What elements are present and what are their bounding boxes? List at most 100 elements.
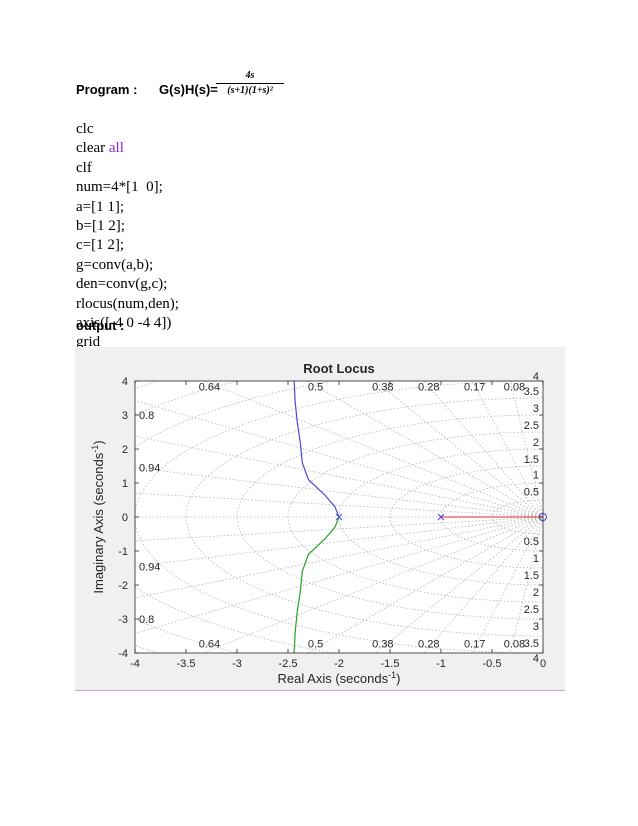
damping-label-top: 0.17 [464, 382, 485, 394]
grid-group [135, 381, 543, 653]
y-tick-label: -3 [118, 614, 128, 626]
frequency-label: 3 [533, 621, 539, 633]
y-axis-label-superscript: -1 [90, 445, 100, 453]
grid-damping-ray [135, 516, 543, 599]
frequency-label: 3.5 [524, 386, 539, 398]
damping-label-left: 0.94 [139, 463, 160, 475]
frequency-label: 2 [533, 437, 539, 449]
y-axis-label-close: ) [91, 440, 106, 444]
damping-label-bottom: 0.17 [464, 638, 485, 650]
x-tick-label: -0.5 [483, 658, 502, 670]
grid-frequency-circle [389, 465, 543, 569]
grid-damping-ray [306, 516, 543, 653]
y-tick-label: -2 [118, 580, 128, 592]
code-text: axis([-4 0 -4 4]) [76, 314, 172, 331]
grid-damping-ray [135, 400, 543, 518]
grid-damping-ray [509, 516, 543, 653]
code-line: b=[1 2]; [76, 217, 179, 236]
chart-title: Root Locus [303, 361, 375, 376]
code-text: clear [76, 140, 109, 157]
root-locus-figure: -4 -3.5 -3 -2.5 -2 -1.5 -1 -0.5 0 4 3 2 1 0 -1 -2 -3 -4 0.… [75, 347, 565, 691]
x-tick-label: -3 [232, 658, 242, 670]
x-tick-label: 0 [540, 658, 546, 670]
y-tick-label: 3 [122, 410, 128, 422]
code-text: clf [76, 159, 92, 176]
code-line: grid [76, 333, 179, 352]
code-text: num=4*[1 0]; [76, 179, 163, 196]
damping-label-top: 0.28 [418, 382, 439, 394]
frequency-label: 2.5 [524, 420, 539, 432]
y-tick-label: -4 [118, 648, 128, 660]
grid-damping-ray [374, 516, 543, 653]
grid-damping-ray [472, 516, 543, 653]
locus-branch-1 [293, 381, 340, 518]
damping-label-top: 0.64 [199, 382, 220, 394]
damping-label-left: 0.8 [139, 614, 154, 626]
grid-damping-ray [135, 516, 543, 567]
code-line: den=conv(g,c); [76, 275, 179, 294]
y-tick-label: 2 [122, 444, 128, 456]
damping-label-bottom: 0.38 [372, 638, 393, 650]
x-axis-label-text: Real Axis (seconds [278, 671, 389, 686]
x-axis-label-superscript: -1 [388, 670, 396, 680]
code-line: g=conv(a,b); [76, 256, 179, 275]
grid-damping-ray [374, 381, 543, 518]
x-axis-label-close: ) [396, 671, 400, 686]
code-text: b=[1 2]; [76, 217, 125, 234]
transfer-function-denominator: (s+1)(1+s)² [227, 85, 273, 96]
x-tick-label: -4 [130, 658, 140, 670]
frequency-label: 2 [533, 587, 539, 599]
grid-damping-ray [135, 492, 543, 518]
grid-damping-ray [509, 381, 543, 518]
code-line: c=[1 2]; [76, 236, 179, 255]
y-tick-label: 4 [122, 376, 128, 388]
frequency-label: 0.5 [524, 487, 539, 499]
frequency-label: 1 [533, 553, 539, 565]
code-line: axis([-4 0 -4 4]) [76, 314, 179, 333]
y-tick-label: 1 [122, 478, 128, 490]
frequency-label: 1 [533, 470, 539, 482]
code-keyword: all [108, 140, 124, 157]
x-tick-label: -2 [334, 658, 344, 670]
x-tick-label: -1.5 [381, 658, 400, 670]
frequency-label: 0.5 [524, 536, 539, 548]
grid-damping-ray [135, 516, 543, 634]
x-tick-label: -3.5 [177, 658, 196, 670]
pole-marker [335, 513, 343, 521]
code-line: rlocus(num,den); [76, 295, 179, 314]
grid-frequency-circle [185, 397, 543, 637]
code-line: num=4*[1 0]; [76, 178, 179, 197]
matlab-code-block: clc clear all clf num=4*[1 0]; a=[1 1]; b=[1 … [76, 120, 179, 353]
damping-label-bottom: 0.64 [199, 638, 220, 650]
y-axis-label: Imaginary Axis (seconds-1) [90, 440, 106, 593]
damping-label-bottom: 0.08 [504, 638, 525, 650]
pole-marker [437, 513, 445, 521]
grid-damping-ray [135, 467, 543, 518]
y-axis-label-text: Imaginary Axis (seconds [91, 452, 106, 593]
code-line: clc [76, 120, 179, 139]
locus-branch-2 [293, 516, 340, 653]
grid-damping-ray [135, 435, 543, 518]
grid-frequency-circle [287, 431, 543, 603]
y-tick-label: 0 [122, 512, 128, 524]
grid-damping-ray [135, 516, 543, 542]
x-axis-label: Real Axis (seconds-1) [278, 670, 401, 686]
frequency-label: 4 [533, 653, 539, 665]
program-label: Program : [76, 82, 138, 97]
code-text: g=conv(a,b); [76, 256, 154, 273]
grid-damping-ray [202, 381, 543, 518]
transfer-function-fraction: 4s (s+1)(1+s)² [216, 70, 284, 97]
y-tick-label: -1 [118, 546, 128, 558]
code-text: grid [76, 334, 101, 351]
root-locus-chart: -4 -3.5 -3 -2.5 -2 -1.5 -1 -0.5 043210-1-2-3-40.… [90, 361, 547, 686]
code-text: a=[1 1]; [76, 198, 125, 215]
damping-label-left: 0.94 [139, 561, 160, 573]
damping-label-top: 0.08 [504, 382, 525, 394]
frequency-label: 3 [533, 403, 539, 415]
grid-damping-ray [202, 516, 543, 653]
code-line: clf [76, 159, 179, 178]
code-line: a=[1 1]; [76, 198, 179, 217]
damping-label-bottom: 0.5 [308, 638, 323, 650]
code-text: clc [76, 121, 94, 137]
code-text: den=conv(g,c); [76, 276, 168, 293]
